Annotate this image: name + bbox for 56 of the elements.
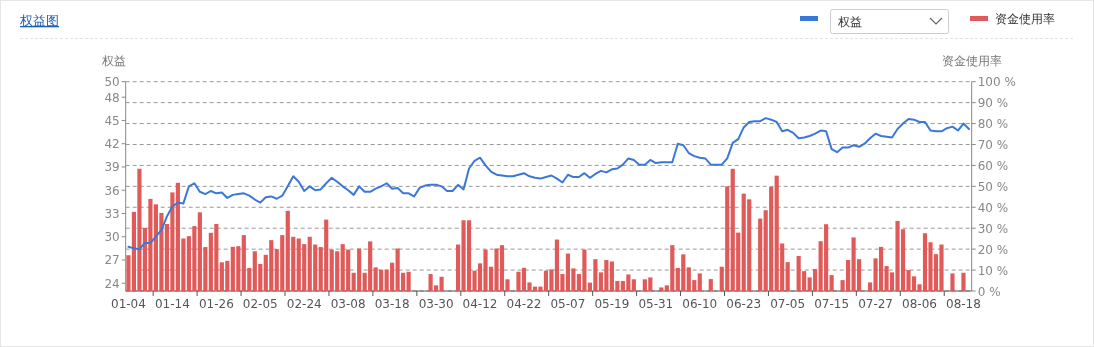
y2-axis-title: 资金使用率 [941,54,1002,68]
y-tick-label: 36 [104,183,120,198]
y2-tick-label: 20 % [977,242,1009,257]
bar [950,273,955,291]
y-axis-title: 权益 [100,54,126,68]
y2-tick-label: 60 % [977,158,1009,173]
y2-tick-label: 100 % [977,75,1016,90]
y-tick-label: 24 [104,276,120,291]
bar [631,279,636,291]
x-tick-label: 06-23 [726,297,762,311]
y2-tick-label: 90 % [977,96,1009,111]
y-tick-label: 27 [104,253,120,268]
bar [406,271,411,291]
x-tick-label: 06-10 [682,297,718,311]
y2-tick-label: 10 % [977,263,1009,278]
x-tick-label: 07-15 [814,297,850,311]
x-tick-label: 04-22 [506,297,542,311]
y2-tick-label: 70 % [977,137,1009,152]
bar [697,273,702,291]
x-tick-label: 03-30 [418,297,454,311]
x-tick-label: 02-05 [242,297,278,311]
x-tick-label: 01-14 [154,297,190,311]
x-tick-label: 03-18 [374,297,410,311]
x-tick-label: 05-07 [550,297,586,311]
x-tick-label: 07-27 [858,297,893,311]
y2-tick-label: 80 % [977,117,1009,132]
x-tick-label: 02-24 [286,297,322,311]
y2-tick-label: 40 % [977,200,1009,215]
y-tick-label: 45 [104,113,120,128]
x-tick-label: 08-06 [902,297,937,311]
y-tick-label: 42 [104,137,120,152]
bar [785,262,790,291]
y-tick-label: 50 [104,75,120,90]
bar [708,279,713,291]
x-tick-label: 05-31 [638,297,674,311]
x-tick-label: 03-08 [330,297,366,311]
y2-tick-label: 50 % [977,179,1009,194]
y-tick-label: 33 [104,206,120,221]
chart-title: 权益图 [19,13,59,28]
legend-label: 资金使用率 [995,12,1055,26]
bar [758,218,763,291]
y2-tick-label: 0 % [977,284,1001,299]
bar [829,275,834,291]
bar [961,272,966,291]
y2-tick-label: 30 % [977,221,1009,236]
x-tick-label: 01-04 [111,297,146,311]
x-tick-label: 07-05 [770,297,806,311]
y-tick-label: 30 [104,230,120,245]
bar [659,287,664,291]
y-tick-label: 39 [104,160,120,175]
y-tick-label: 48 [104,90,120,105]
x-tick-label: 05-19 [594,297,630,311]
legend-label: 权益 [837,15,862,29]
x-tick-label: 01-26 [198,297,234,311]
x-tick-label: 04-12 [462,297,498,311]
x-tick-label: 08-18 [946,297,981,311]
